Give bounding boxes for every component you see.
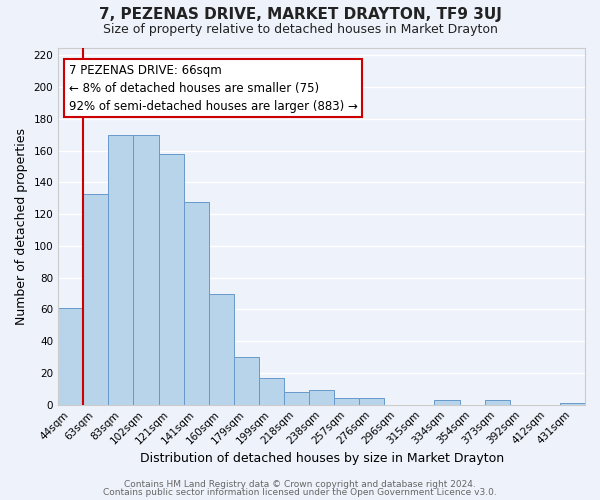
Bar: [234, 357, 259, 405]
Text: Size of property relative to detached houses in Market Drayton: Size of property relative to detached ho…: [103, 22, 497, 36]
Text: 7, PEZENAS DRIVE, MARKET DRAYTON, TF9 3UJ: 7, PEZENAS DRIVE, MARKET DRAYTON, TF9 3U…: [98, 8, 502, 22]
Bar: [309, 390, 334, 404]
Text: Contains HM Land Registry data © Crown copyright and database right 2024.: Contains HM Land Registry data © Crown c…: [124, 480, 476, 489]
Text: Contains public sector information licensed under the Open Government Licence v3: Contains public sector information licen…: [103, 488, 497, 497]
Text: 7 PEZENAS DRIVE: 66sqm
← 8% of detached houses are smaller (75)
92% of semi-deta: 7 PEZENAS DRIVE: 66sqm ← 8% of detached …: [69, 64, 358, 112]
Bar: [485, 400, 510, 404]
Bar: [334, 398, 359, 404]
Bar: [83, 194, 109, 404]
Bar: [359, 398, 385, 404]
Bar: [184, 202, 209, 404]
X-axis label: Distribution of detached houses by size in Market Drayton: Distribution of detached houses by size …: [140, 452, 503, 465]
Bar: [434, 400, 460, 404]
Y-axis label: Number of detached properties: Number of detached properties: [15, 128, 28, 324]
Bar: [560, 403, 585, 404]
Bar: [133, 135, 158, 404]
Bar: [158, 154, 184, 405]
Bar: [58, 308, 83, 404]
Bar: [109, 135, 133, 404]
Bar: [284, 392, 309, 404]
Bar: [209, 294, 234, 405]
Bar: [259, 378, 284, 404]
